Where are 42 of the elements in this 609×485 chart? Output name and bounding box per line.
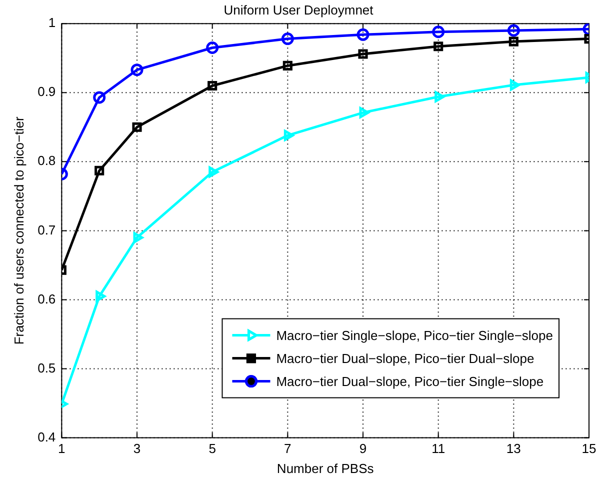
point <box>432 26 445 38</box>
point <box>507 24 520 37</box>
y-tick-label: 1 <box>48 15 56 30</box>
y-axis-title: Fraction of users connected to pico−tier <box>11 116 26 345</box>
point <box>434 91 445 102</box>
point <box>510 79 520 91</box>
y-tick-label: 0.5 <box>38 360 56 376</box>
chart-title: Uniform User Deploymnet <box>224 2 374 18</box>
point <box>434 42 444 52</box>
y-tick-label: 0.8 <box>38 153 56 168</box>
point <box>358 49 368 59</box>
point <box>133 232 144 244</box>
point <box>93 91 106 104</box>
y-tick-label: 0.6 <box>38 291 56 306</box>
x-tick-label: 11 <box>432 441 446 456</box>
point <box>132 122 142 132</box>
x-tick-label: 9 <box>359 441 367 456</box>
legend-label: Macro−tier Dual−slope, Pico−tier Single−slope <box>276 374 544 389</box>
point <box>96 290 106 302</box>
point <box>359 107 370 118</box>
point <box>356 28 370 41</box>
x-axis-title: Number of PBSs <box>276 460 374 476</box>
y-tick-label: 0.4 <box>38 429 56 444</box>
x-tick-label: 15 <box>582 441 596 456</box>
legend-label: Macro−tier Dual−slope, Pico−tier Dual−slope <box>276 350 534 366</box>
point <box>206 42 219 54</box>
x-tick-label: 3 <box>133 441 141 456</box>
point <box>282 60 292 70</box>
point <box>208 166 219 178</box>
point <box>281 32 294 46</box>
point <box>208 80 218 91</box>
x-tick-label: 5 <box>208 441 216 456</box>
y-tick-label: 0.7 <box>38 222 56 238</box>
point <box>284 130 294 142</box>
x-tick-label: 1 <box>58 441 66 456</box>
point <box>130 64 144 76</box>
point <box>508 36 518 46</box>
point <box>94 166 104 176</box>
x-tick-label: 13 <box>506 441 521 456</box>
legend-label: Macro−tier Single−slope, Pico−tier Single−slope <box>276 328 554 343</box>
y-tick-label: 0.9 <box>38 84 56 100</box>
x-tick-label: 7 <box>284 441 292 456</box>
